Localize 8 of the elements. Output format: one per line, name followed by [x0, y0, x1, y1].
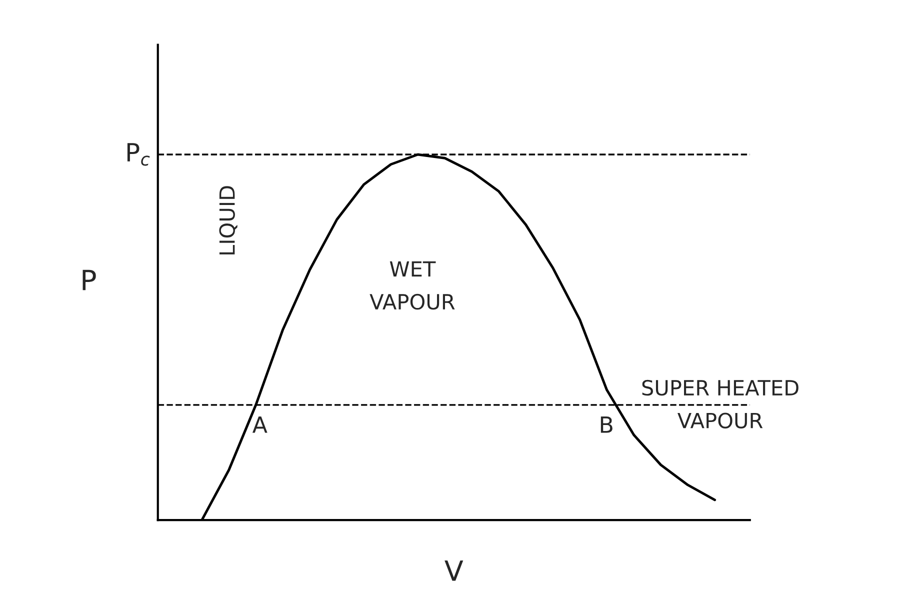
annotation: B	[600, 416, 612, 433]
x-axis-title: V	[444, 560, 464, 581]
annotation: LIQUID	[219, 186, 238, 254]
annotation: SUPER HEATED VAPOUR	[642, 380, 798, 428]
ref-line-label: P$_{c}$	[127, 143, 150, 166]
y-axis-title: P	[82, 270, 96, 290]
annotation: A	[252, 416, 268, 433]
annotation: WET VAPOUR	[370, 261, 455, 310]
